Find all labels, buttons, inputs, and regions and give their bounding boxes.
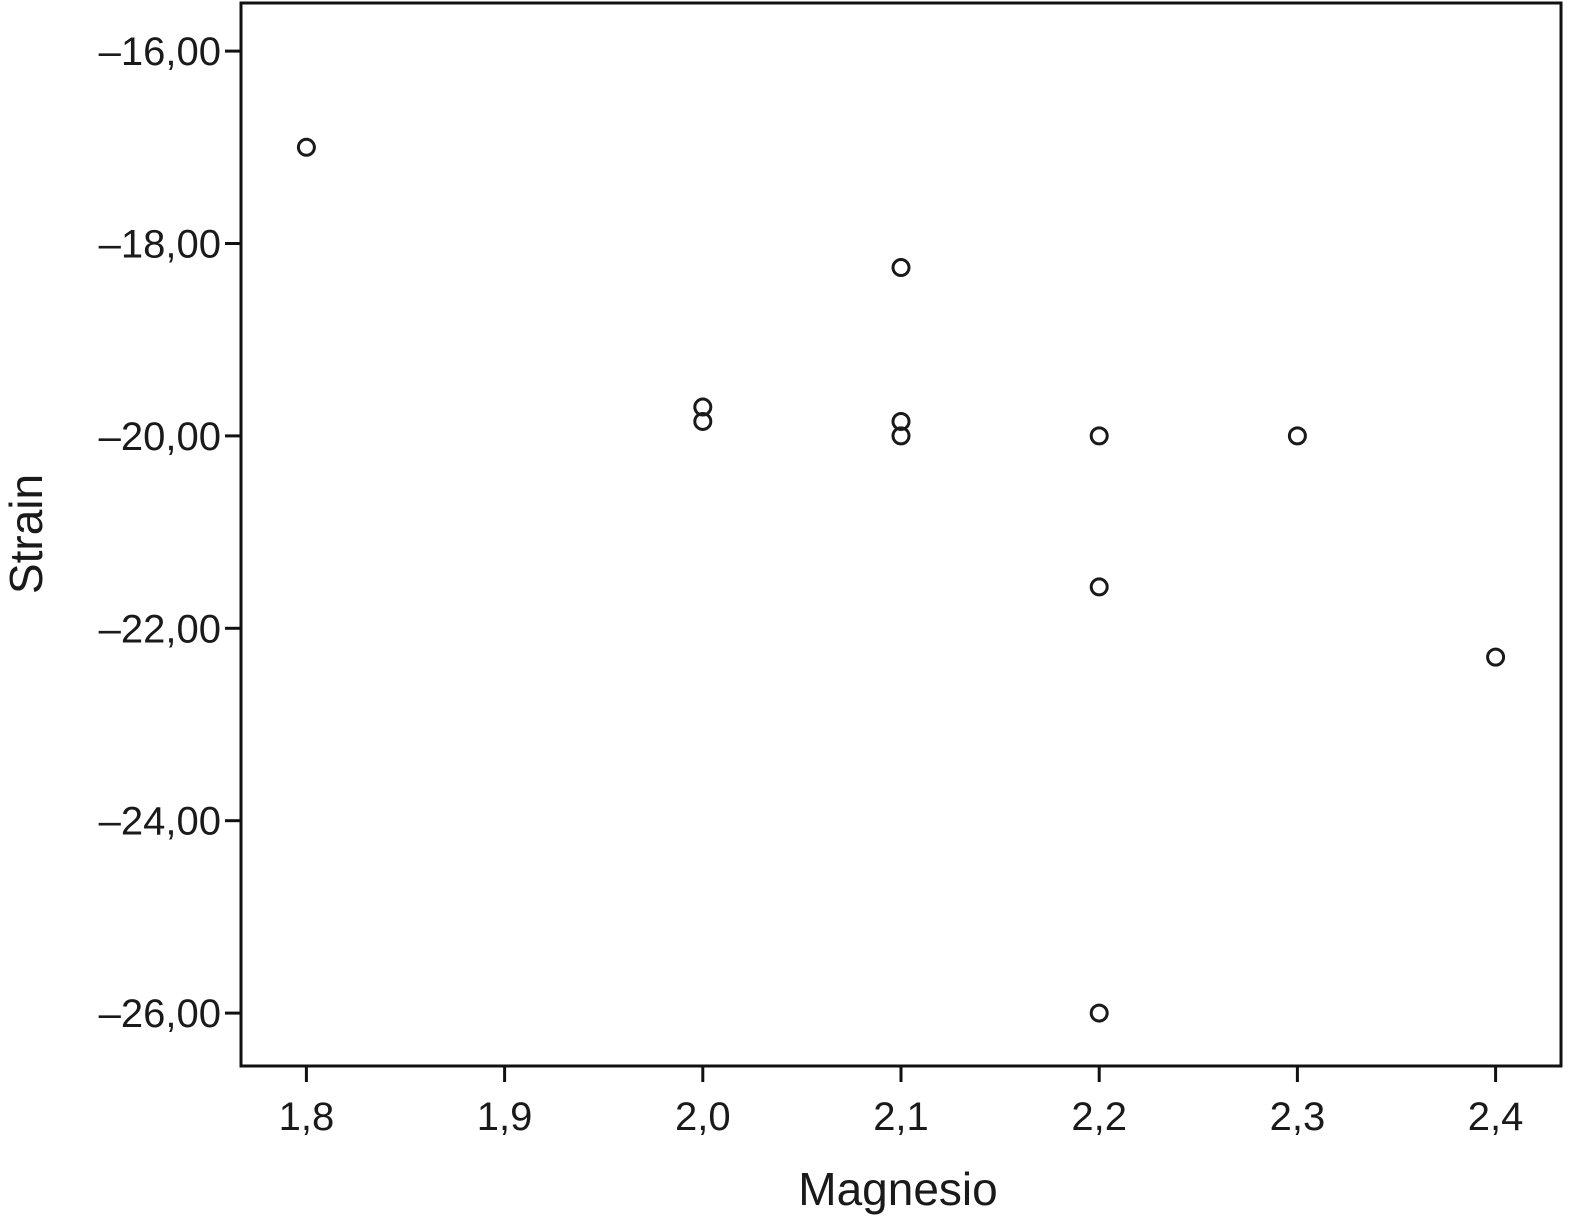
data-point [891, 411, 911, 431]
x-tick-label: 1,8 [279, 1095, 335, 1139]
data-point [1089, 1003, 1109, 1023]
y-tick-label: –26,00 [99, 992, 221, 1036]
x-tick-label: 1,9 [477, 1095, 533, 1139]
x-axis: 1,8 1,9 2,0 2,1 2,2 2,3 2,4 [279, 1066, 1524, 1139]
x-tick-label: 2,4 [1468, 1095, 1524, 1139]
y-tick-label: –16,00 [99, 30, 221, 74]
y-axis-title: Strain [0, 474, 52, 594]
data-point [891, 258, 911, 278]
data-points [296, 137, 1506, 1023]
x-tick-label: 2,1 [873, 1095, 929, 1139]
data-point [891, 426, 911, 446]
x-tick-label: 2,3 [1270, 1095, 1326, 1139]
y-tick-label: –18,00 [99, 222, 221, 266]
data-point [1089, 426, 1109, 446]
y-axis: –16,00 –18,00 –20,00 –22,00 –24,00 –26,00 [99, 30, 241, 1036]
y-tick-label: –20,00 [99, 415, 221, 459]
data-point [1089, 577, 1109, 597]
y-tick-label: –24,00 [99, 800, 221, 844]
data-point [296, 137, 316, 157]
data-point [1486, 647, 1506, 667]
plot-frame [239, 1, 1563, 1068]
x-axis-title: Magnesio [798, 1163, 997, 1215]
x-tick-label: 2,0 [675, 1095, 731, 1139]
data-point [693, 411, 713, 431]
data-point [693, 397, 713, 417]
y-tick-label: –22,00 [99, 607, 221, 651]
data-point [1287, 426, 1307, 446]
x-tick-label: 2,2 [1071, 1095, 1127, 1139]
